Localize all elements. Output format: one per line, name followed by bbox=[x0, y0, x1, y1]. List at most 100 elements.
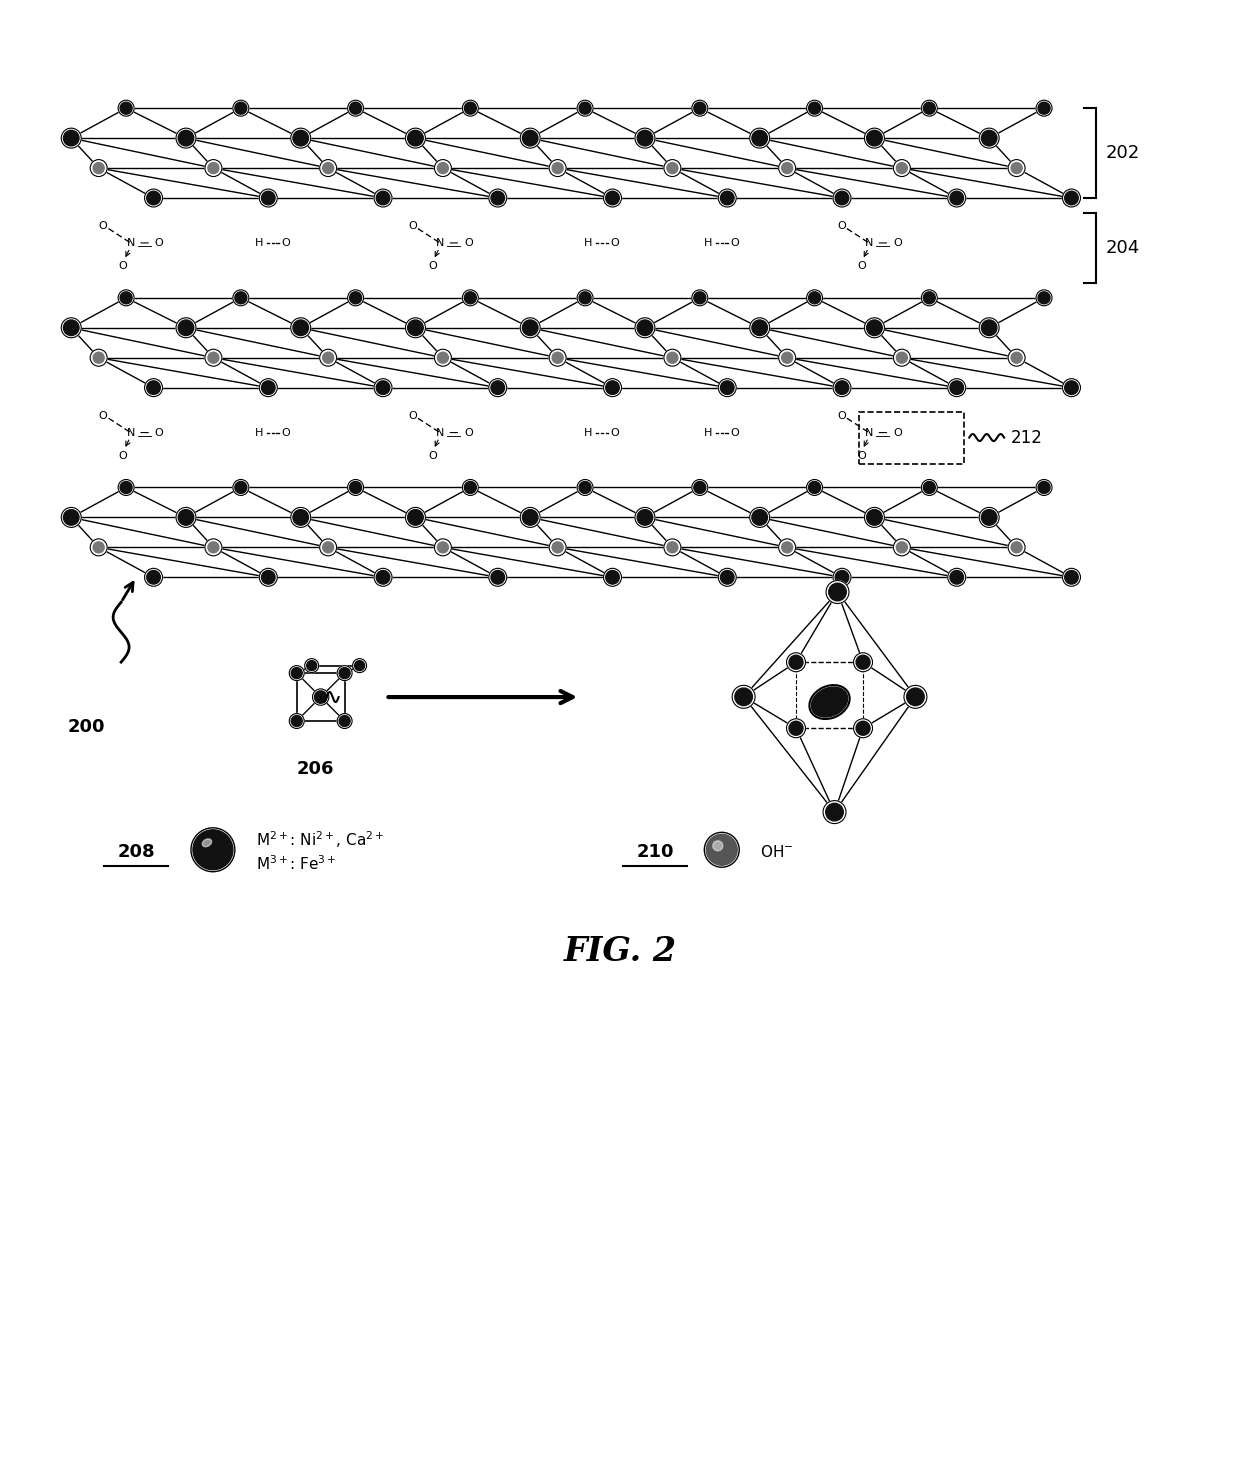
Circle shape bbox=[233, 289, 249, 306]
Circle shape bbox=[836, 382, 849, 395]
Circle shape bbox=[93, 162, 104, 174]
Circle shape bbox=[1011, 352, 1022, 363]
Circle shape bbox=[91, 349, 107, 366]
Circle shape bbox=[921, 480, 937, 496]
Circle shape bbox=[322, 352, 334, 363]
Circle shape bbox=[663, 349, 681, 366]
Text: N: N bbox=[436, 238, 445, 249]
Circle shape bbox=[635, 507, 655, 528]
Text: N: N bbox=[436, 427, 445, 437]
Circle shape bbox=[637, 510, 652, 525]
Text: H: H bbox=[584, 427, 593, 437]
Circle shape bbox=[808, 481, 821, 494]
Text: 210: 210 bbox=[636, 842, 673, 861]
Circle shape bbox=[118, 289, 134, 306]
Circle shape bbox=[950, 192, 963, 205]
Circle shape bbox=[751, 130, 768, 146]
Circle shape bbox=[836, 570, 849, 585]
Circle shape bbox=[635, 129, 655, 148]
Circle shape bbox=[491, 570, 505, 585]
Circle shape bbox=[63, 130, 79, 146]
Circle shape bbox=[924, 481, 935, 494]
Circle shape bbox=[179, 320, 193, 336]
Circle shape bbox=[552, 352, 563, 363]
Text: O: O bbox=[99, 221, 108, 231]
Circle shape bbox=[718, 379, 737, 396]
Circle shape bbox=[694, 102, 706, 114]
Circle shape bbox=[120, 481, 133, 494]
Circle shape bbox=[347, 101, 363, 115]
Circle shape bbox=[408, 320, 423, 336]
Circle shape bbox=[306, 661, 316, 671]
Text: O: O bbox=[428, 450, 436, 461]
Circle shape bbox=[376, 192, 389, 205]
Circle shape bbox=[692, 101, 708, 115]
Circle shape bbox=[1011, 162, 1022, 174]
Circle shape bbox=[579, 481, 591, 494]
Circle shape bbox=[322, 162, 334, 174]
Circle shape bbox=[713, 841, 723, 851]
Circle shape bbox=[853, 652, 873, 671]
Circle shape bbox=[808, 292, 821, 304]
Circle shape bbox=[806, 480, 822, 496]
Circle shape bbox=[893, 159, 910, 177]
Circle shape bbox=[320, 349, 336, 366]
Circle shape bbox=[781, 352, 792, 363]
Circle shape bbox=[663, 159, 681, 177]
Circle shape bbox=[146, 382, 160, 395]
Circle shape bbox=[434, 349, 451, 366]
Circle shape bbox=[322, 542, 334, 553]
Circle shape bbox=[1038, 292, 1050, 304]
Circle shape bbox=[145, 569, 162, 586]
Text: O: O bbox=[428, 260, 436, 270]
Text: 212: 212 bbox=[1011, 428, 1043, 446]
Text: N: N bbox=[126, 427, 135, 437]
Circle shape bbox=[1063, 379, 1080, 396]
Text: 202: 202 bbox=[1106, 145, 1140, 162]
Circle shape bbox=[864, 507, 884, 528]
Circle shape bbox=[522, 130, 538, 146]
Circle shape bbox=[146, 192, 160, 205]
Circle shape bbox=[897, 162, 908, 174]
Circle shape bbox=[786, 719, 806, 738]
Circle shape bbox=[549, 539, 567, 556]
Circle shape bbox=[694, 481, 706, 494]
Circle shape bbox=[339, 715, 350, 727]
Circle shape bbox=[833, 569, 851, 586]
Text: O: O bbox=[857, 450, 866, 461]
Circle shape bbox=[921, 101, 937, 115]
Circle shape bbox=[947, 189, 966, 208]
Circle shape bbox=[193, 830, 233, 870]
Circle shape bbox=[735, 689, 753, 706]
Circle shape bbox=[906, 689, 924, 706]
Circle shape bbox=[376, 382, 389, 395]
Circle shape bbox=[118, 480, 134, 496]
Circle shape bbox=[637, 320, 652, 336]
Circle shape bbox=[981, 510, 997, 525]
Circle shape bbox=[867, 510, 882, 525]
Circle shape bbox=[1008, 159, 1025, 177]
Circle shape bbox=[259, 189, 278, 208]
Circle shape bbox=[61, 129, 81, 148]
Circle shape bbox=[291, 715, 303, 727]
Circle shape bbox=[924, 292, 935, 304]
Circle shape bbox=[374, 569, 392, 586]
Circle shape bbox=[405, 317, 425, 338]
Circle shape bbox=[120, 102, 133, 114]
Circle shape bbox=[806, 289, 822, 306]
Text: M$^{2+}$: Ni$^{2+}$, Ca$^{2+}$: M$^{2+}$: Ni$^{2+}$, Ca$^{2+}$ bbox=[255, 829, 384, 849]
Circle shape bbox=[604, 569, 621, 586]
Text: 200: 200 bbox=[67, 718, 105, 735]
Circle shape bbox=[579, 292, 591, 304]
Text: OH$^{-}$: OH$^{-}$ bbox=[760, 844, 794, 860]
Circle shape bbox=[751, 320, 768, 336]
Circle shape bbox=[1037, 289, 1052, 306]
Circle shape bbox=[781, 542, 792, 553]
Text: O: O bbox=[857, 260, 866, 270]
Circle shape bbox=[1038, 481, 1050, 494]
Circle shape bbox=[707, 835, 738, 866]
Circle shape bbox=[1008, 539, 1025, 556]
Circle shape bbox=[808, 102, 821, 114]
Circle shape bbox=[234, 102, 247, 114]
Circle shape bbox=[786, 652, 806, 671]
